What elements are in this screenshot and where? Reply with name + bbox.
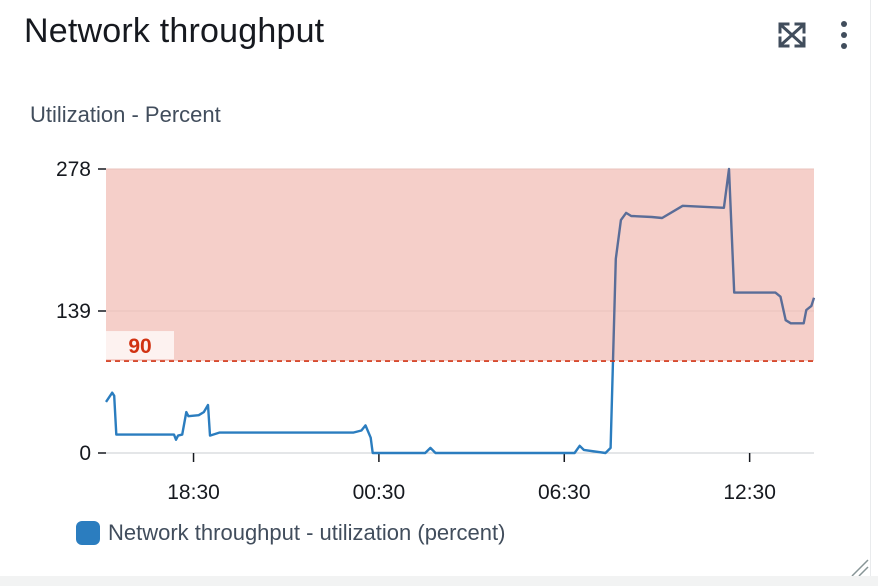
x-tick-label: 12:30 bbox=[723, 481, 776, 504]
chart-legend[interactable]: Network throughput - utilization (percen… bbox=[76, 520, 505, 546]
more-options-button[interactable] bbox=[832, 16, 856, 52]
legend-swatch bbox=[76, 521, 100, 545]
expand-button[interactable] bbox=[774, 16, 810, 52]
x-tick-label: 18:30 bbox=[167, 481, 220, 504]
widget-container: Network throughput Utilization - Percent… bbox=[24, 0, 871, 578]
y-tick-label: 278 bbox=[56, 158, 91, 181]
threshold-label-bg bbox=[106, 331, 174, 360]
page-background-strip bbox=[0, 576, 878, 586]
threshold-label: 90 bbox=[128, 335, 151, 358]
expand-icon bbox=[778, 22, 806, 48]
series-line bbox=[105, 361, 615, 455]
more-vertical-icon bbox=[841, 21, 847, 49]
series-line-alarm bbox=[611, 167, 816, 362]
y-tick-label: 0 bbox=[79, 442, 91, 465]
line-chart: 0 139 278 18:30 00:30 06:30 12:30 90 bbox=[56, 158, 816, 504]
resize-handle-icon[interactable] bbox=[848, 556, 870, 578]
x-tick-label: 06:30 bbox=[538, 481, 591, 504]
widget-title: Network throughput bbox=[24, 12, 325, 50]
alarm-region bbox=[106, 169, 814, 362]
legend-label: Network throughput - utilization (percen… bbox=[108, 520, 506, 545]
x-tick-label: 00:30 bbox=[353, 481, 406, 504]
y-tick-label: 139 bbox=[56, 300, 91, 323]
y-axis-unit-label: Utilization - Percent bbox=[30, 102, 221, 127]
